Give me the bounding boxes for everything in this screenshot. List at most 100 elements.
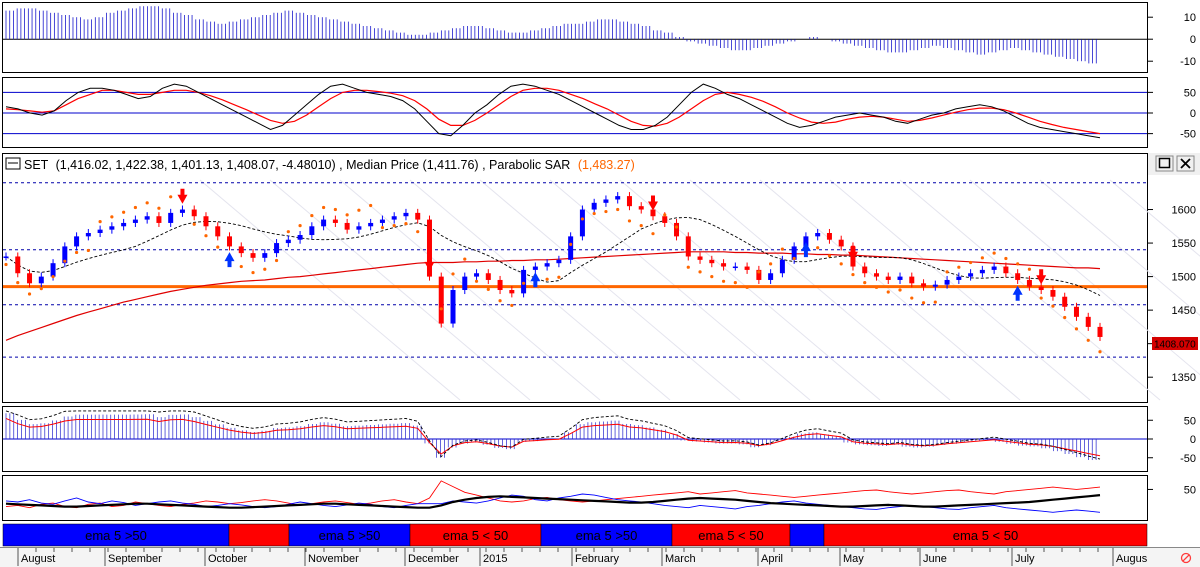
- candle-body: [485, 273, 491, 280]
- candle-body: [803, 236, 809, 247]
- sar-dot: [74, 250, 79, 255]
- trend-band-label: ema 5 < 50: [443, 528, 508, 543]
- x-month-label: March: [665, 553, 696, 565]
- x-month-label: December: [408, 553, 459, 565]
- fan-line: [339, 179, 601, 401]
- sar-dot: [592, 211, 596, 216]
- trend-band: [789, 523, 825, 547]
- candle-body: [1026, 279, 1032, 287]
- fan-line: [759, 179, 1021, 401]
- sar-dot: [1039, 296, 1043, 300]
- sar-dot: [886, 290, 890, 294]
- sar-dot: [404, 222, 408, 226]
- osc1-main-line: [5, 83, 1101, 139]
- x-month-label: November: [308, 553, 359, 565]
- header-symbol: SET: [24, 158, 49, 172]
- sar-dot: [780, 247, 784, 251]
- candle-body: [968, 273, 974, 277]
- candle-body: [297, 235, 303, 240]
- candle-body: [697, 256, 703, 260]
- sar-dot: [239, 264, 243, 269]
- fan-line: [409, 179, 671, 401]
- x-month-label: April: [761, 553, 783, 565]
- sar-dot: [1016, 262, 1020, 266]
- buy-arrow-icon: [530, 272, 541, 288]
- svg-text:SET (1,416.02, 1,422.38, 1: SET (1,416.02, 1,422.38, 1,401.13, 1,408…: [24, 158, 635, 172]
- top_histogram-tick-label: -10: [1180, 56, 1196, 68]
- sar-dot: [733, 281, 737, 285]
- sar-dot: [345, 213, 349, 217]
- candle-body: [356, 226, 362, 230]
- sar-dot: [945, 270, 949, 274]
- candle-body: [450, 290, 456, 324]
- sar-dot: [851, 272, 855, 277]
- candle-body: [144, 216, 150, 220]
- candle-body: [674, 222, 680, 237]
- sar-dot: [204, 234, 208, 238]
- restore-button[interactable]: [1155, 155, 1174, 172]
- candle-body: [274, 243, 280, 254]
- candle-body: [509, 290, 515, 294]
- last-price-badge: [1152, 337, 1198, 350]
- sell-arrow-icon: [647, 195, 658, 211]
- sar-dot: [16, 281, 20, 285]
- sar-dot: [616, 207, 620, 212]
- candle-body: [62, 246, 68, 264]
- candle-body: [956, 276, 962, 280]
- candle-body: [1085, 316, 1091, 327]
- sar-dot: [498, 299, 502, 303]
- candle-body: [203, 216, 209, 227]
- fan-line: [1039, 179, 1200, 317]
- candle-body: [579, 209, 585, 237]
- candle-body: [462, 276, 468, 291]
- sar-dot: [263, 267, 267, 271]
- sar-dot: [274, 258, 279, 263]
- sar-dot: [663, 213, 667, 217]
- candle-body: [709, 259, 715, 264]
- sar-dot: [674, 225, 679, 229]
- candle-body: [109, 226, 115, 230]
- x-month-label: September: [108, 553, 162, 565]
- candle-body: [1038, 286, 1044, 291]
- candle-body: [391, 216, 397, 220]
- candle-body: [238, 246, 244, 254]
- candle-body: [474, 273, 480, 277]
- sar-dot: [757, 270, 761, 274]
- close-button[interactable]: [1176, 155, 1195, 172]
- sar-dot: [463, 257, 467, 261]
- sar-dot: [839, 262, 843, 266]
- sar-dot: [721, 279, 726, 283]
- long-moving-average: [5, 251, 1101, 341]
- sar-dot: [333, 207, 337, 212]
- sar-dot: [510, 303, 514, 308]
- candle-body: [932, 284, 938, 287]
- sar-dot: [816, 246, 820, 250]
- candle-body: [250, 253, 256, 258]
- candle-body: [191, 209, 197, 217]
- sar-dot: [27, 292, 32, 296]
- sar-dot: [110, 215, 114, 219]
- fan-line: [899, 179, 1161, 401]
- candle-body: [732, 266, 738, 269]
- buy-arrow-icon: [1012, 285, 1023, 301]
- osc2-dashed-line: [5, 410, 1101, 460]
- sar-dot: [310, 213, 314, 218]
- oscillator_2-tick-label: 50: [1184, 415, 1196, 427]
- candle-body: [897, 276, 903, 280]
- sar-dot: [357, 208, 361, 212]
- x-month-label: February: [575, 553, 620, 565]
- adx-line: [5, 494, 1101, 509]
- candle-body: [262, 253, 268, 258]
- sar-dot: [1063, 315, 1067, 320]
- candle-body: [321, 219, 327, 227]
- candle-body: [815, 233, 821, 237]
- no-sync-icon[interactable]: [1180, 552, 1192, 564]
- trend-band-label: ema 5 < 50: [698, 528, 763, 543]
- candle-body: [885, 276, 891, 280]
- trend-band: [228, 523, 290, 547]
- x-month-label: October: [208, 553, 247, 565]
- sar-dot: [216, 245, 220, 249]
- x-month-label: June: [923, 553, 947, 565]
- header-ohlc: (1,416.02, 1,422.38, 1,401.13, 1,408.07,…: [56, 158, 336, 172]
